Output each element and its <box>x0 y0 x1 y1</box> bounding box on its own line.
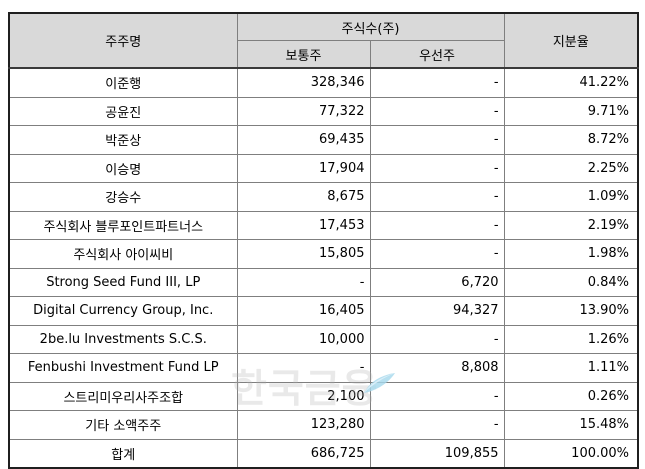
shareholder-name-cell: Fenbushi Investment Fund LP <box>8 353 238 383</box>
ratio-cell: 2.25% <box>503 153 639 183</box>
table-row: 2be.lu Investments S.C.S. 10,000-1.26% <box>8 324 639 354</box>
common-shares-cell: 123,280 <box>236 410 371 440</box>
shareholder-name-cell: 이준행 <box>8 67 238 98</box>
column-header-preferred: 우선주 <box>369 40 505 69</box>
preferred-shares-cell: - <box>369 381 505 411</box>
table-row: 공윤진 77,322-9.71% <box>8 96 639 126</box>
shareholder-name-cell: 공윤진 <box>8 96 238 126</box>
common-shares-cell: 77,322 <box>236 96 371 126</box>
table-row: Fenbushi Investment Fund LP -8,808 1.11% <box>8 353 639 383</box>
shareholder-name-cell: Digital Currency Group, Inc. <box>8 296 238 326</box>
shareholder-name-cell: 주식회사 아이씨비 <box>8 239 238 269</box>
ratio-cell: 1.09% <box>503 182 639 212</box>
ratio-cell: 41.22% <box>503 67 639 98</box>
table-row: 주식회사 아이씨비 15,805-1.98% <box>8 239 639 269</box>
table-row: Digital Currency Group, Inc. 16,405 94,327… <box>8 296 639 326</box>
preferred-shares-cell: 94,327 <box>369 296 505 326</box>
common-shares-cell: - <box>236 353 371 383</box>
preferred-shares-cell: - <box>369 239 505 269</box>
preferred-shares-cell: - <box>369 182 505 212</box>
shareholder-name-cell: 기타 소액주주 <box>8 410 238 440</box>
preferred-shares-cell: - <box>369 324 505 354</box>
ratio-cell: 13.90% <box>503 296 639 326</box>
common-shares-cell: 2,100 <box>236 381 371 411</box>
ratio-cell: 1.98% <box>503 239 639 269</box>
column-header-shares-group: 주식수(주) <box>236 12 505 41</box>
preferred-shares-cell: - <box>369 210 505 240</box>
common-shares-cell: 10,000 <box>236 324 371 354</box>
preferred-shares-cell: - <box>369 67 505 98</box>
table-row: 박준상 69,435-8.72% <box>8 125 639 155</box>
ratio-cell: 0.84% <box>503 267 639 297</box>
common-shares-cell: 686,725 <box>236 438 371 469</box>
shareholder-name-cell: 주식회사 블루포인트파트너스 <box>8 210 238 240</box>
shareholder-name-cell: 이승명 <box>8 153 238 183</box>
table-row: 기타 소액주주 123,280-15.48% <box>8 410 639 440</box>
shareholder-name-cell: Strong Seed Fund III, LP <box>8 267 238 297</box>
table-row: 이승명 17,904-2.25% <box>8 153 639 183</box>
column-header-common: 보통주 <box>236 40 371 69</box>
preferred-shares-cell: 6,720 <box>369 267 505 297</box>
table-row: 합계 686,725 109,855 100.00% <box>8 438 639 469</box>
ratio-cell: 100.00% <box>503 438 639 469</box>
preferred-shares-cell: 8,808 <box>369 353 505 383</box>
ratio-cell: 1.11% <box>503 353 639 383</box>
column-header-shareholder: 주주명 <box>8 12 238 69</box>
table-body: 이준행 328,346-41.22% 공윤진 77,322-9.71% 박준상 69,43… <box>8 67 639 469</box>
shareholder-name-cell: 스트리미우리사주조합 <box>8 381 238 411</box>
header-row-1: 주주명 주식수(주) 지분율 <box>8 12 639 69</box>
table-row: 주식회사 블루포인트파트너스 17,453-2.19% <box>8 210 639 240</box>
shareholder-name-cell: 2be.lu Investments S.C.S. <box>8 324 238 354</box>
preferred-shares-cell: 109,855 <box>369 438 505 469</box>
common-shares-cell: 16,405 <box>236 296 371 326</box>
preferred-shares-cell: - <box>369 153 505 183</box>
ratio-cell: 1.26% <box>503 324 639 354</box>
common-shares-cell: 17,453 <box>236 210 371 240</box>
preferred-shares-cell: - <box>369 125 505 155</box>
common-shares-cell: 328,346 <box>236 67 371 98</box>
ratio-cell: 15.48% <box>503 410 639 440</box>
table-row: 이준행 328,346-41.22% <box>8 67 639 98</box>
common-shares-cell: 17,904 <box>236 153 371 183</box>
common-shares-cell: 15,805 <box>236 239 371 269</box>
table-header: 주주명 주식수(주) 지분율 보통주 우선주 <box>8 12 639 69</box>
column-header-ratio: 지분율 <box>503 12 639 69</box>
ratio-cell: 0.26% <box>503 381 639 411</box>
common-shares-cell: 8,675 <box>236 182 371 212</box>
preferred-shares-cell: - <box>369 410 505 440</box>
ratio-cell: 2.19% <box>503 210 639 240</box>
table-row: 스트리미우리사주조합 2,100-0.26% <box>8 381 639 411</box>
table-row: Strong Seed Fund III, LP -6,720 0.84% <box>8 267 639 297</box>
common-shares-cell: - <box>236 267 371 297</box>
shareholder-name-cell: 박준상 <box>8 125 238 155</box>
shareholders-table: 주주명 주식수(주) 지분율 보통주 우선주 이준행 328,346-41.22%… <box>8 12 640 469</box>
common-shares-cell: 69,435 <box>236 125 371 155</box>
ratio-cell: 9.71% <box>503 96 639 126</box>
shareholder-name-cell: 합계 <box>8 438 238 469</box>
shareholder-name-cell: 강승수 <box>8 182 238 212</box>
preferred-shares-cell: - <box>369 96 505 126</box>
ratio-cell: 8.72% <box>503 125 639 155</box>
header-row-2: 보통주 우선주 <box>9 40 638 69</box>
table-row: 강승수 8,675-1.09% <box>8 182 639 212</box>
